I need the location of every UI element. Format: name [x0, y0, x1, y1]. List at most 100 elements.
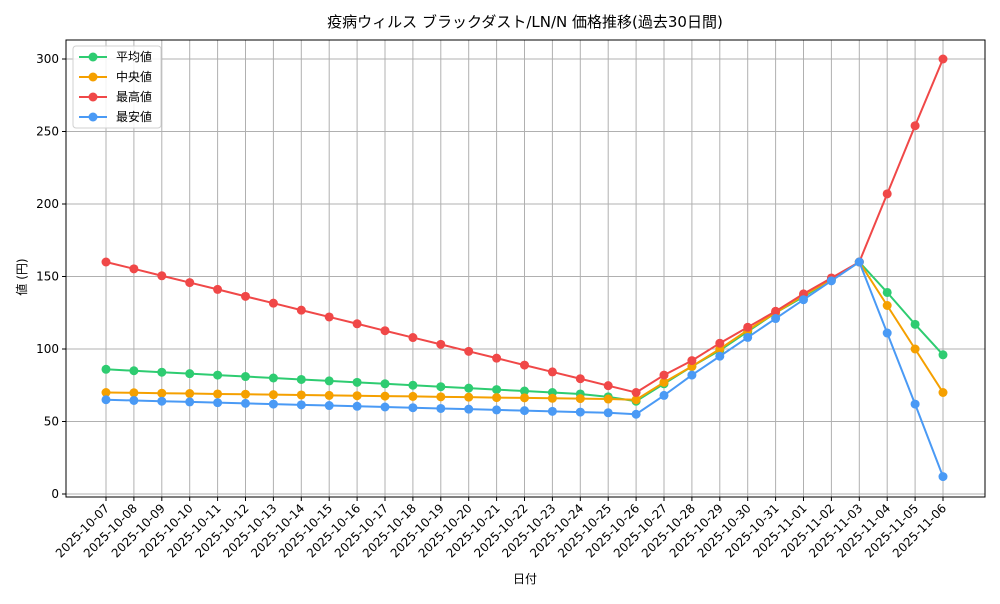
data-point — [296, 390, 306, 400]
data-point — [464, 404, 474, 414]
data-point — [436, 403, 446, 413]
data-point — [408, 391, 418, 401]
data-point — [464, 346, 474, 356]
data-series — [101, 54, 948, 482]
data-point — [296, 305, 306, 315]
data-point — [213, 389, 223, 399]
data-point — [324, 401, 334, 411]
legend-item: 最安値 — [79, 109, 152, 124]
data-point — [324, 376, 334, 386]
data-point — [324, 390, 334, 400]
data-point — [408, 380, 418, 390]
data-point — [743, 322, 753, 332]
data-point — [631, 395, 641, 405]
data-point — [520, 386, 529, 396]
data-point — [492, 393, 502, 403]
data-point — [715, 351, 725, 361]
legend-box — [72, 45, 162, 129]
data-point — [882, 328, 892, 338]
data-point — [213, 398, 223, 408]
data-point — [910, 121, 920, 131]
y-tick-label: 250 — [36, 125, 59, 139]
data-point — [101, 257, 111, 267]
grid-lines — [66, 40, 985, 497]
y-tick-label: 50 — [44, 415, 59, 429]
data-point — [631, 388, 641, 397]
data-point — [771, 306, 781, 316]
data-point — [492, 385, 502, 395]
data-point — [157, 367, 167, 377]
y-tick-label: 0 — [51, 487, 59, 501]
data-point — [241, 291, 250, 301]
data-point — [296, 374, 306, 384]
data-point — [687, 370, 697, 380]
data-point — [241, 372, 250, 382]
data-point — [826, 276, 836, 286]
data-point — [575, 407, 585, 417]
data-point — [380, 391, 390, 401]
data-point — [603, 408, 613, 418]
data-point — [854, 257, 864, 267]
legend-marker-icon — [88, 52, 98, 62]
data-point — [492, 405, 502, 415]
data-point — [547, 367, 557, 377]
data-point — [408, 333, 418, 343]
data-point — [157, 388, 167, 398]
legend-item: 最高値 — [79, 89, 152, 104]
data-point — [575, 374, 585, 384]
data-point — [185, 278, 195, 288]
data-point — [575, 394, 585, 404]
data-point — [324, 312, 334, 322]
data-point — [185, 389, 195, 399]
data-point — [659, 370, 669, 380]
data-point — [938, 54, 948, 64]
x-axis-label: 日付 — [513, 572, 537, 586]
legend-label: 平均値 — [116, 49, 152, 64]
data-point — [352, 319, 362, 329]
series-最安値 — [101, 257, 948, 482]
data-point — [938, 350, 948, 360]
data-point — [185, 369, 195, 379]
data-point — [129, 366, 139, 376]
data-point — [380, 326, 390, 336]
data-point — [882, 301, 892, 310]
y-axis-label: 値 (円) — [14, 258, 29, 295]
data-point — [157, 396, 167, 406]
data-point — [547, 406, 557, 416]
chart-title: 疫病ウィルス ブラックダスト/LN/N 価格推移(過去30日間) — [327, 13, 723, 31]
data-point — [938, 472, 948, 482]
plot-frame — [65, 39, 986, 498]
data-point — [436, 339, 446, 349]
data-point — [436, 392, 446, 402]
data-point — [380, 402, 390, 412]
data-point — [910, 319, 920, 329]
legend-label: 中央値 — [116, 69, 152, 84]
data-point — [464, 383, 474, 393]
legend-label: 最安値 — [116, 109, 152, 124]
legend-label: 最高値 — [116, 89, 152, 104]
data-point — [492, 353, 502, 363]
legend-marker-icon — [88, 72, 98, 82]
legend-item: 平均値 — [79, 49, 152, 64]
data-point — [352, 377, 362, 387]
data-point — [520, 393, 529, 403]
data-point — [268, 390, 278, 400]
y-tick-label: 200 — [36, 197, 59, 211]
data-point — [213, 284, 223, 294]
data-point — [631, 409, 641, 419]
data-point — [910, 344, 920, 354]
data-point — [129, 388, 139, 398]
data-point — [101, 388, 111, 397]
data-point — [129, 264, 139, 274]
data-point — [659, 377, 669, 387]
data-point — [938, 388, 948, 397]
data-point — [603, 381, 613, 391]
data-point — [520, 406, 529, 416]
data-point — [715, 338, 725, 348]
y-tick-label: 100 — [36, 342, 59, 356]
data-point — [799, 295, 808, 305]
data-point — [743, 332, 753, 342]
data-point — [101, 364, 111, 374]
